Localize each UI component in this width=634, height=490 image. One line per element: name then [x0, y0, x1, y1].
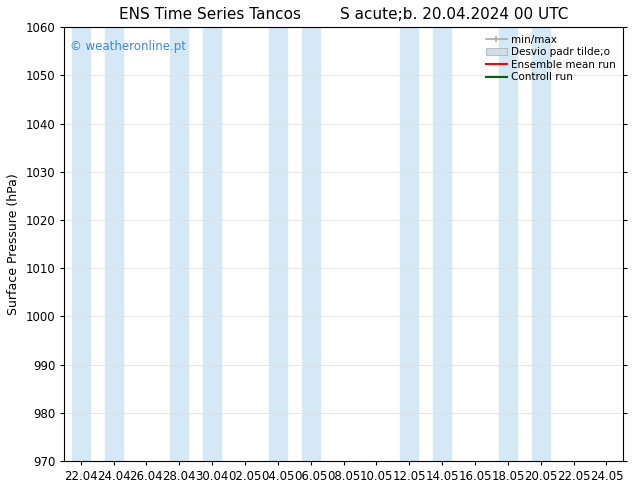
Bar: [400, 27, 418, 461]
Text: © weatheronline.pt: © weatheronline.pt: [70, 40, 186, 53]
Bar: [269, 27, 287, 461]
Bar: [171, 27, 188, 461]
Title: ENS Time Series Tancos        S acute;b. 20.04.2024 00 UTC: ENS Time Series Tancos S acute;b. 20.04.…: [119, 7, 568, 22]
Bar: [203, 27, 221, 461]
Bar: [433, 27, 451, 461]
Bar: [532, 27, 550, 461]
Bar: [72, 27, 90, 461]
Y-axis label: Surface Pressure (hPa): Surface Pressure (hPa): [7, 173, 20, 315]
Legend: min/max, Desvio padr tilde;o, Ensemble mean run, Controll run: min/max, Desvio padr tilde;o, Ensemble m…: [484, 32, 618, 84]
Bar: [105, 27, 122, 461]
Bar: [499, 27, 517, 461]
Bar: [302, 27, 320, 461]
